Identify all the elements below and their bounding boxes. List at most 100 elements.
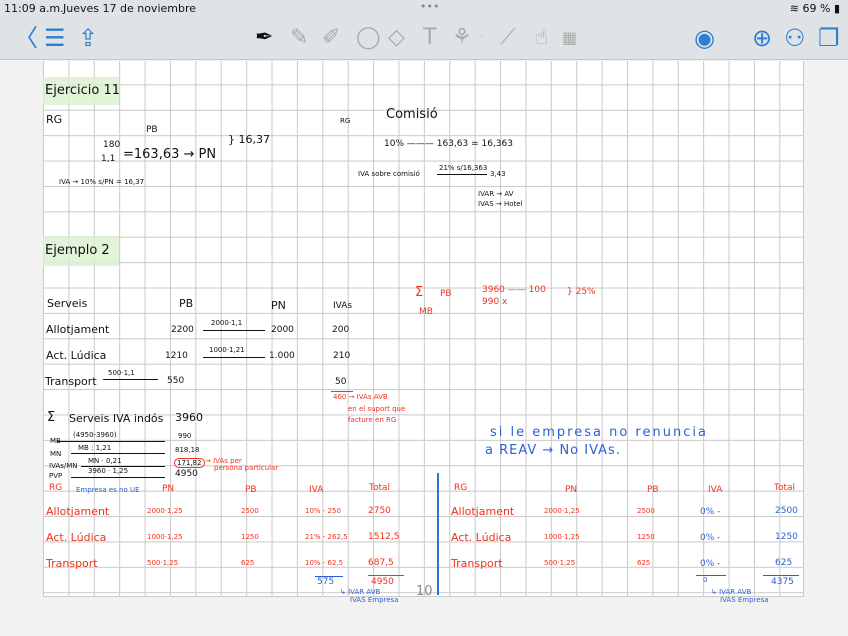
share-icon[interactable]: ⇪	[78, 24, 99, 52]
t1-row-total: 1512,5	[368, 532, 400, 542]
t1-row-pn: 500·1,25	[147, 559, 179, 567]
row-iva: 50	[335, 377, 347, 387]
t2-row-name: Transport	[451, 557, 503, 570]
serveis-total: 3960	[175, 411, 203, 424]
color-dot-icon[interactable]: ·	[480, 32, 484, 43]
t1-row-name: Transport	[46, 557, 98, 570]
notebook-page[interactable]: Ejercicio 11 RG PB 180 1,1 =163,63 → PN …	[43, 61, 804, 604]
text-icon[interactable]: T	[423, 25, 437, 50]
arrow-line	[103, 379, 158, 380]
t2-row-pn: 2000·1,25	[544, 507, 580, 515]
row-calc: 500·1,1	[108, 369, 135, 377]
ivamn-calc: MN · 0,21	[88, 457, 122, 465]
hand-icon[interactable]: ☝	[535, 25, 549, 50]
toolbar: 〈 ☰ ⇪ ✒ ✎ ✐ ◯ ◇ T ⚘ · ⟋ ☝ ▦ ◉ ⊕ ⚇ ❐	[0, 18, 848, 60]
iva-comisio-result: 3,43	[490, 170, 506, 178]
row-calc: 1000·1,21	[209, 346, 245, 354]
status-bar: 11:09 a.m. Jueves 17 de noviembre ••• ≋ …	[0, 0, 848, 18]
pen-icon[interactable]: ✒	[255, 25, 274, 50]
eraser-icon[interactable]: ◇	[388, 25, 405, 50]
battery-percent: 69 %	[802, 2, 831, 15]
t2-row-pb: 2500	[637, 507, 655, 515]
multitasking-dots[interactable]: •••	[420, 0, 440, 13]
iva-comisio-label: IVA sobre comisió	[358, 170, 420, 178]
shape-icon[interactable]: ⚘	[452, 25, 472, 50]
list-icon[interactable]: ☰	[44, 24, 66, 52]
pages-icon[interactable]: ❐	[818, 24, 840, 52]
back-icon[interactable]: 〈	[14, 24, 38, 52]
t2-foot: ↳ IVAR AVB	[711, 588, 752, 596]
comisio-title: Comisió	[386, 107, 438, 122]
col-ivas: IVAs	[333, 301, 353, 311]
t1-row-pn: 2000·1,25	[147, 507, 183, 515]
sum-line	[315, 576, 343, 577]
mb-rule-of-three: 990 x	[482, 297, 508, 307]
t1-row-iva: 10% - 250	[305, 507, 341, 515]
underline	[57, 441, 165, 442]
label-rg: RG	[340, 117, 351, 125]
mb-label: MB	[419, 307, 433, 317]
pencil-icon[interactable]: ✎	[290, 25, 309, 50]
elements-icon[interactable]: ▦	[562, 28, 578, 47]
t2-row-pn: 500·1,25	[544, 559, 576, 567]
status-time: 11:09 a.m.	[4, 2, 64, 15]
t1-col-iva: IVA	[309, 485, 324, 495]
t2-col-pn: PN	[565, 485, 578, 495]
iva-note: en el suport que	[348, 405, 406, 413]
row-pb: 550	[167, 376, 185, 386]
t1-col-total: Total	[369, 483, 391, 493]
sum-line	[763, 575, 799, 576]
mb-rule-of-three: 3960 —— 100	[482, 285, 546, 295]
wifi-icon: ≋	[789, 2, 803, 15]
sigma-symbol: Σ	[415, 285, 424, 300]
mb-calc: (4950-3960)	[73, 431, 117, 439]
sum-line	[696, 575, 726, 576]
iva-line: IVA → 10% s/PN = 16,37	[59, 178, 145, 186]
fraction-denominator: 1,1	[101, 154, 116, 164]
t1-row-pb: 2500	[241, 507, 259, 515]
label-rg: RG	[46, 113, 63, 126]
t2-row-iva: 0% -	[700, 533, 721, 543]
ivamn-value: 171,82	[174, 458, 205, 468]
t1-row-name: Act. Lúdica	[46, 531, 107, 544]
highlighter-icon[interactable]: ✐	[322, 25, 341, 50]
lasso-icon[interactable]: ◯	[356, 25, 381, 50]
mb-row-label: MB	[50, 437, 61, 445]
status-date: Jueves 17 de noviembre	[63, 2, 197, 15]
row-name: Transport	[45, 375, 97, 388]
t2-col-rg: RG	[454, 483, 468, 493]
collaborate-icon[interactable]: ⚇	[784, 24, 806, 52]
battery-icon: ▮	[833, 2, 840, 15]
t2-row-total: 625	[775, 558, 793, 568]
microphone-icon[interactable]: ◉	[694, 24, 715, 52]
add-icon[interactable]: ⊕	[752, 24, 773, 52]
t2-col-iva: IVA	[708, 485, 723, 495]
mb-value: 990	[178, 432, 192, 440]
blue-note: si le empresa no renuncia	[490, 425, 708, 440]
row-pb: 1210	[165, 351, 188, 361]
mb-pb: PB	[440, 289, 452, 299]
mn-value: 818,18	[175, 446, 200, 454]
sum-line	[331, 391, 353, 392]
row-iva: 210	[333, 351, 351, 361]
t1-sum-total: 4950	[371, 577, 394, 587]
col-pn: PN	[271, 299, 286, 312]
t1-col-rg: RG	[49, 483, 63, 493]
serveis-iva-title: Serveis IVA indós	[69, 412, 164, 425]
ruler-icon[interactable]: ⟋	[500, 25, 516, 50]
t1-row-iva: 10% - 62,5	[305, 559, 344, 567]
row-name: Act. Lúdica	[46, 349, 107, 362]
t1-row-total: 687,5	[368, 558, 394, 568]
t2-row-iva: 0% -	[700, 507, 721, 517]
arrow-line	[437, 174, 487, 175]
t2-sum-iva: 0	[703, 576, 708, 584]
t2-foot: IVAS Empresa	[720, 596, 769, 604]
iva-note: facture en RG	[348, 416, 397, 424]
pvp-value: 4950	[175, 469, 198, 479]
t1-note: Empresa es no UE	[76, 486, 140, 494]
t2-row-name: Act. Lúdica	[451, 531, 512, 544]
t1-foot: ↳ IVAR AVB	[340, 588, 381, 596]
underline	[81, 466, 165, 467]
iva-comisio-calc: 21% s/16,363	[439, 164, 488, 172]
fraction-numerator: 180	[103, 140, 121, 150]
